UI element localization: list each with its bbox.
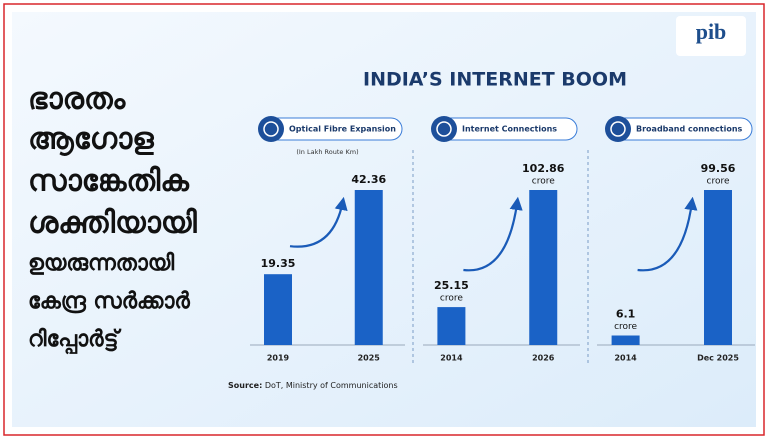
bar (264, 274, 292, 345)
growth-arrow (289, 196, 348, 248)
x-tick-label: 2014 (440, 354, 463, 363)
x-tick-label: 2026 (532, 354, 555, 363)
headline-line: സാങ്കേതിക (28, 164, 190, 199)
unit-label: crore (440, 294, 463, 304)
value-label: 6.1 (616, 308, 636, 321)
bar (529, 190, 558, 345)
growth-arrow (637, 196, 698, 272)
headline-line: ശക്തിയായി (28, 206, 197, 241)
bar (437, 307, 466, 345)
x-tick-label: 2019 (267, 354, 290, 363)
value-label: 102.86 (522, 162, 565, 175)
chart-title: Internet Connections (462, 125, 557, 134)
bar (354, 190, 383, 345)
panel (12, 12, 756, 427)
unit-label: crore (614, 322, 637, 332)
headline-line: ആഗോള (28, 122, 154, 157)
value-label: 42.36 (351, 173, 386, 186)
source-text: DoT, Ministry of Communications (265, 381, 398, 390)
bar (611, 335, 640, 345)
headline-line: റിപ്പോർട്ട് (28, 327, 121, 355)
x-tick-label: 2014 (614, 354, 637, 363)
value-label: 25.15 (434, 279, 469, 292)
chart-icon-ring (610, 121, 626, 137)
outer-frame (3, 3, 765, 436)
x-tick-label: Dec 2025 (697, 354, 739, 363)
headline-line: ഭാരതം (28, 82, 127, 117)
source-label: Source: (228, 381, 262, 390)
chart-subtitle: (In Lakh Route Km) (296, 148, 358, 156)
chart-icon (605, 116, 631, 142)
chart-icon (258, 116, 284, 142)
chart-icon (431, 116, 457, 142)
headline: ഭാരതം ആഗോള സാങ്കേതിക ശക്തിയായി ഉയരുന്നതായി കേ… (28, 82, 197, 356)
chart-icon-ring (436, 121, 452, 137)
chart-title: Optical Fibre Expansion (289, 125, 396, 134)
source: Source: DoT, Ministry of Communications (228, 381, 398, 390)
unit-label: crore (707, 177, 730, 187)
headline-line: കേന്ദ്ര സർക്കാർ (28, 289, 190, 314)
headline-line: ഉയരുന്നതായി (28, 251, 174, 276)
title: INDIA’S INTERNET BOOM (363, 69, 627, 91)
x-tick-label: 2025 (358, 354, 381, 363)
logo-box (676, 16, 746, 56)
chart-title: Broadband connections (636, 125, 743, 134)
value-label: 19.35 (261, 257, 296, 270)
unit-label: crore (532, 177, 555, 187)
bar (704, 190, 732, 345)
growth-arrow (463, 196, 523, 272)
chart-icon-ring (263, 121, 279, 137)
logo: pib (696, 19, 727, 44)
value-label: 99.56 (701, 162, 736, 175)
